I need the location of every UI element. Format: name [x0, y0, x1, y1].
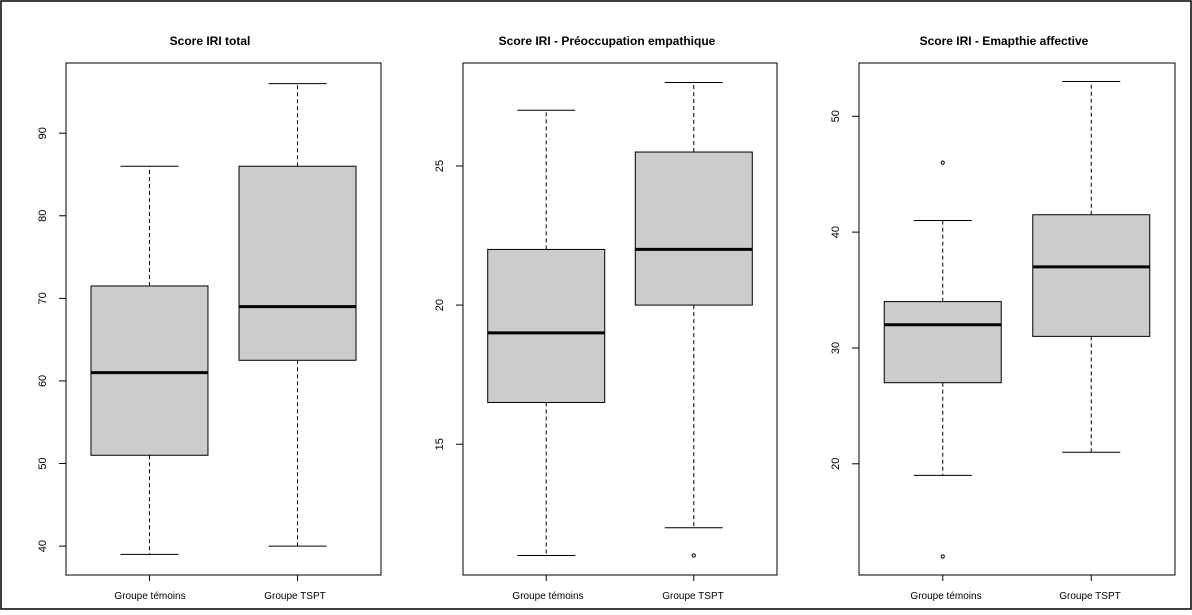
panel-3-box-1-outlier-2 — [940, 160, 945, 165]
panel-3-box-2-iqr — [1032, 214, 1151, 337]
panel-2-plot-frame — [462, 62, 778, 576]
panel-3-box-1-outlier-1 — [940, 554, 945, 559]
panel-3-y-tick-label-3: 40 — [830, 226, 842, 238]
panel-2-title: Score IRI - Préoccupation empathique — [499, 34, 716, 48]
panel-1-plot-frame — [65, 62, 382, 576]
panel-2-y-tick-label-1: 15 — [434, 438, 446, 450]
panel-1-box-2-iqr — [238, 165, 357, 361]
panel-3-y-tick-label-2: 30 — [830, 342, 842, 354]
panel-1-y-tick-label-3: 60 — [37, 375, 49, 387]
panel-1-y-tick-label-6: 90 — [37, 127, 49, 139]
panel-3-y-tick-label-1: 20 — [830, 458, 842, 470]
panel-3-category-label-1: Groupe témoins — [910, 591, 981, 602]
panel-3-plot-frame — [858, 62, 1176, 576]
panel-1-category-label-1: Groupe témoins — [114, 591, 185, 602]
panel-1-title: Score IRI total — [170, 34, 251, 48]
panel-1-y-tick-label-4: 70 — [37, 292, 49, 304]
panel-1-box-1-iqr — [90, 285, 209, 456]
panel-2-category-label-1: Groupe témoins — [512, 591, 583, 602]
panel-2-y-tick-label-2: 20 — [434, 299, 446, 311]
panel-1-y-tick-label-1: 40 — [37, 540, 49, 552]
panel-3-y-tick-label-4: 50 — [830, 110, 842, 122]
panel-2-y-tick-label-3: 25 — [434, 160, 446, 172]
panel-2-box-2-iqr — [634, 151, 753, 306]
panel-3: Score IRI - Emapthie affective Groupe té… — [830, 34, 1176, 602]
panel-1-category-label-2: Groupe TSPT — [264, 591, 326, 602]
panel-1: Score IRI total Groupe témoins Groupe TS… — [37, 34, 382, 602]
panel-2: Score IRI - Préoccupation empathique Gro… — [434, 34, 778, 602]
panel-2-category-label-2: Groupe TSPT — [662, 591, 724, 602]
panel-3-box-1-iqr — [883, 301, 1002, 384]
panel-1-y-tick-label-5: 80 — [37, 210, 49, 222]
panel-3-title: Score IRI - Emapthie affective — [920, 34, 1089, 48]
panel-3-category-label-2: Groupe TSPT — [1059, 591, 1121, 602]
panel-1-y-tick-label-2: 50 — [37, 457, 49, 469]
panel-2-box-2-outlier-1 — [691, 553, 696, 558]
panel-2-box-1-iqr — [487, 248, 606, 403]
